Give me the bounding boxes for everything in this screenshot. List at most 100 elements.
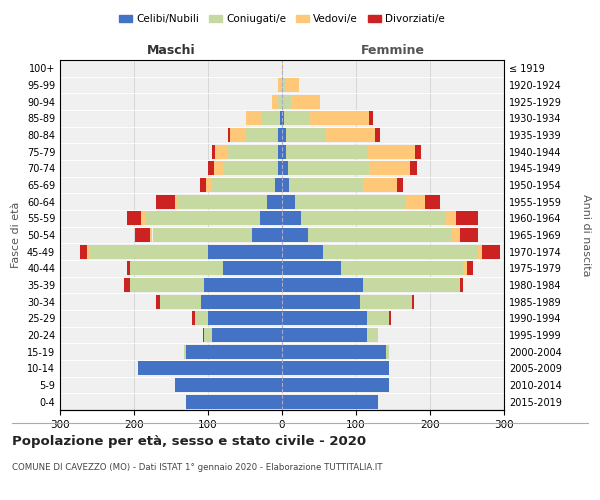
Text: Maschi: Maschi — [146, 44, 196, 57]
Bar — [282, 378, 389, 392]
Bar — [200, 178, 206, 192]
Bar — [282, 328, 367, 342]
Bar — [150, 228, 152, 242]
Y-axis label: Fasce di età: Fasce di età — [11, 202, 21, 268]
Bar — [127, 261, 130, 276]
Bar — [245, 128, 278, 142]
Bar — [301, 211, 445, 226]
Y-axis label: Anni di nascita: Anni di nascita — [581, 194, 591, 276]
Bar — [223, 261, 282, 276]
Bar — [261, 112, 280, 126]
Bar — [230, 128, 245, 142]
Bar — [364, 178, 397, 192]
Bar — [482, 244, 500, 259]
Bar — [282, 278, 364, 292]
Bar — [410, 162, 418, 175]
Text: Popolazione per età, sesso e stato civile - 2020: Popolazione per età, sesso e stato civil… — [12, 435, 366, 448]
Bar — [282, 112, 284, 126]
Bar — [89, 244, 208, 259]
Bar — [282, 178, 289, 192]
Bar — [295, 194, 406, 209]
Legend: Celibi/Nubili, Coniugati/e, Vedovi/e, Divorziati/e: Celibi/Nubili, Coniugati/e, Vedovi/e, Di… — [115, 10, 449, 29]
Bar — [460, 228, 478, 242]
Bar — [282, 78, 286, 92]
Bar — [278, 94, 282, 109]
Bar — [228, 128, 230, 142]
Bar — [278, 78, 281, 92]
Bar — [282, 244, 323, 259]
Bar — [208, 162, 214, 175]
Bar — [281, 78, 282, 92]
Bar — [397, 178, 403, 192]
Bar — [282, 228, 308, 242]
Bar — [278, 128, 282, 142]
Bar — [223, 162, 278, 175]
Bar — [282, 162, 288, 175]
Bar — [184, 344, 186, 359]
Bar — [88, 244, 89, 259]
Bar — [282, 128, 286, 142]
Bar — [208, 311, 282, 326]
Bar — [204, 278, 282, 292]
Bar — [212, 328, 282, 342]
Bar — [124, 278, 130, 292]
Bar — [367, 328, 378, 342]
Bar — [275, 178, 282, 192]
Bar — [208, 244, 282, 259]
Bar — [326, 128, 374, 142]
Bar — [127, 211, 142, 226]
Bar — [175, 194, 178, 209]
Bar — [260, 211, 282, 226]
Bar — [152, 228, 253, 242]
Bar — [291, 94, 320, 109]
Bar — [193, 311, 194, 326]
Bar — [308, 228, 452, 242]
Bar — [267, 194, 282, 209]
Bar — [227, 144, 278, 159]
Bar — [286, 144, 367, 159]
Bar — [323, 244, 478, 259]
Bar — [156, 294, 160, 308]
Bar — [80, 244, 88, 259]
Bar — [186, 344, 282, 359]
Bar — [478, 244, 482, 259]
Bar — [130, 278, 204, 292]
Bar — [282, 344, 386, 359]
Bar — [370, 162, 410, 175]
Bar — [389, 311, 391, 326]
Bar — [341, 261, 463, 276]
Text: Femmine: Femmine — [361, 44, 425, 57]
Bar — [247, 112, 261, 126]
Bar — [212, 178, 275, 192]
Bar — [138, 361, 282, 376]
Bar — [286, 128, 326, 142]
Bar — [282, 311, 367, 326]
Bar — [160, 294, 200, 308]
Bar — [467, 261, 473, 276]
Bar — [445, 211, 456, 226]
Bar — [288, 162, 370, 175]
Bar — [370, 112, 373, 126]
Bar — [278, 144, 282, 159]
Bar — [282, 62, 283, 76]
Bar — [253, 228, 282, 242]
Bar — [415, 144, 421, 159]
Bar — [278, 162, 282, 175]
Bar — [282, 194, 295, 209]
Bar — [282, 211, 301, 226]
Bar — [310, 112, 370, 126]
Bar — [178, 194, 267, 209]
Bar — [145, 211, 260, 226]
Bar — [282, 94, 291, 109]
Bar — [156, 194, 175, 209]
Bar — [130, 261, 223, 276]
Bar — [463, 261, 467, 276]
Bar — [282, 394, 378, 409]
Bar — [452, 228, 460, 242]
Bar — [286, 78, 299, 92]
Bar — [364, 278, 460, 292]
Bar — [212, 144, 215, 159]
Bar — [367, 144, 415, 159]
Text: COMUNE DI CAVEZZO (MO) - Dati ISTAT 1° gennaio 2020 - Elaborazione TUTTITALIA.IT: COMUNE DI CAVEZZO (MO) - Dati ISTAT 1° g… — [12, 463, 383, 472]
Bar — [282, 294, 360, 308]
